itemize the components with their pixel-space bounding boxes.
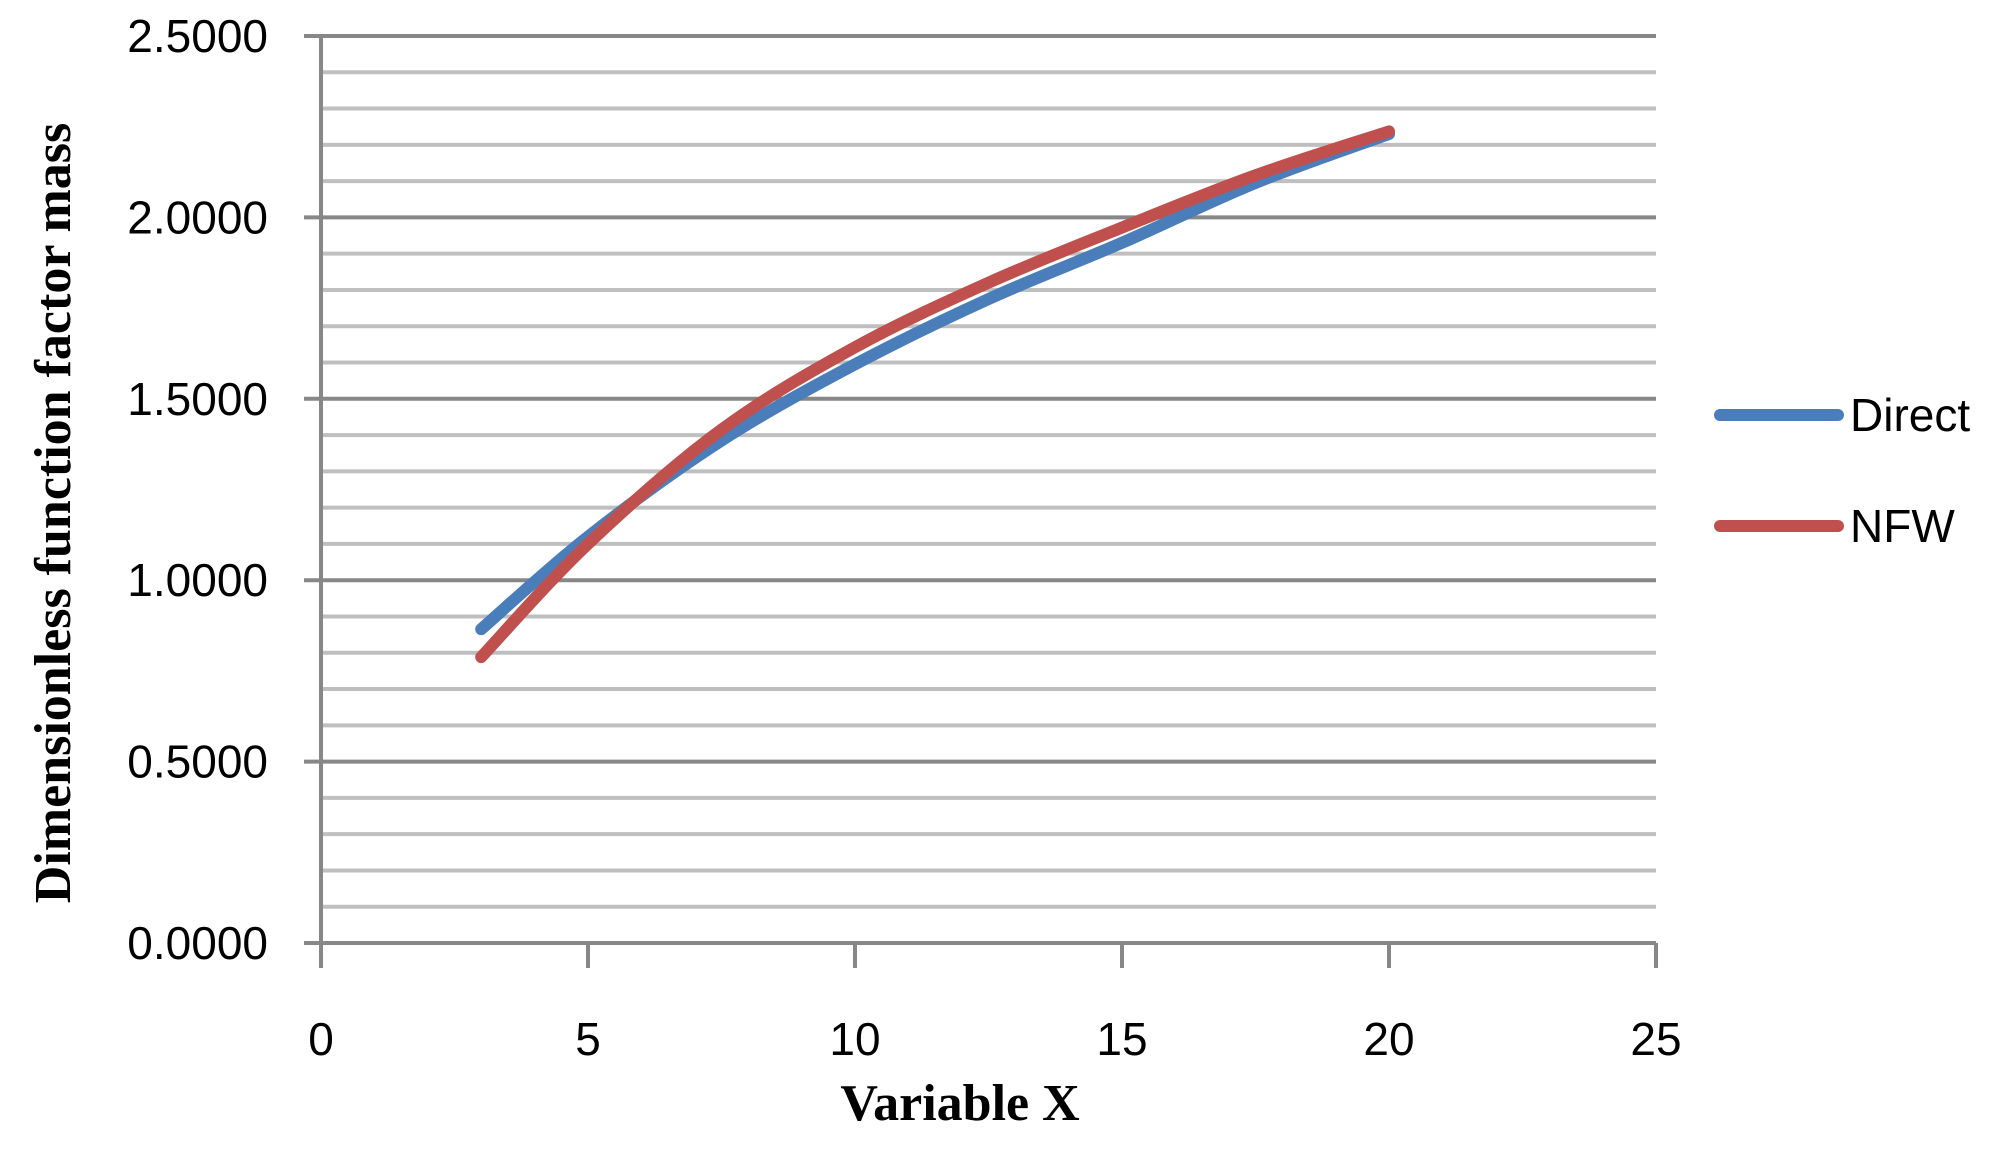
y-tick-label: 1.5000	[127, 373, 268, 425]
legend-item-nfw[interactable]: NFW	[1714, 500, 1955, 552]
legend-label-direct: Direct	[1850, 389, 1970, 441]
data-series	[475, 125, 1395, 664]
y-tick-label: 0.0000	[127, 917, 268, 969]
x-tick-label: 10	[829, 1013, 880, 1065]
series-line-nfw	[475, 125, 1395, 664]
y-tick-label: 1.0000	[127, 554, 268, 606]
y-axis-tick-labels: 0.0000 0.5000 1.0000 1.5000 2.0000 2.5000	[127, 10, 268, 969]
x-tick-label: 0	[308, 1013, 334, 1065]
y-tick-label: 0.5000	[127, 736, 268, 788]
x-tick-label: 20	[1363, 1013, 1414, 1065]
series-line-direct	[475, 127, 1395, 636]
y-axis-title: Dimensionless function factor mass	[25, 123, 82, 903]
legend-item-direct[interactable]: Direct	[1714, 389, 1970, 441]
y-tick-label: 2.5000	[127, 10, 268, 62]
legend: Direct NFW	[1714, 389, 1970, 552]
axes	[304, 36, 1658, 968]
x-axis-title: Variable X	[840, 1075, 1079, 1132]
x-tick-label: 25	[1630, 1013, 1681, 1065]
gridlines	[304, 34, 1656, 909]
legend-label-nfw: NFW	[1850, 500, 1955, 552]
y-tick-label: 2.0000	[127, 191, 268, 243]
x-tick-label: 5	[575, 1013, 601, 1065]
x-axis-tick-labels: 0 5 10 15 20 25	[308, 1013, 1681, 1065]
x-tick-label: 15	[1096, 1013, 1147, 1065]
